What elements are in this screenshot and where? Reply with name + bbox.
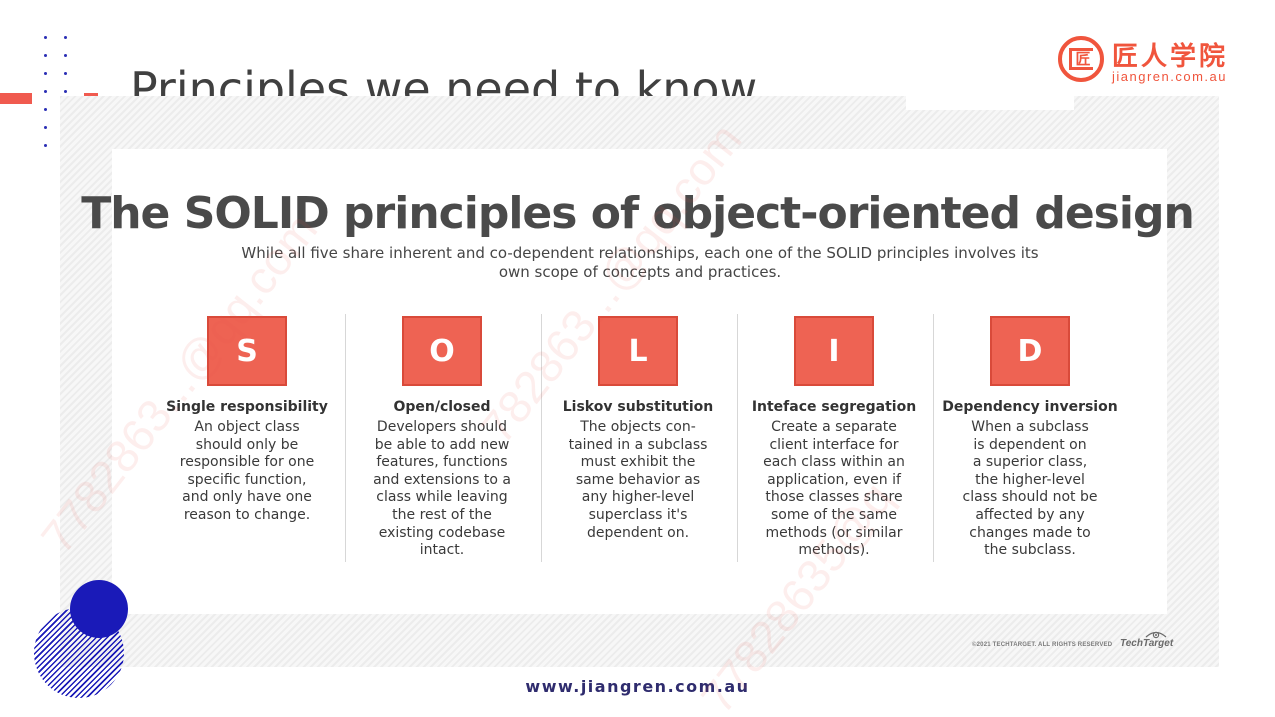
principle-description-line: affected by any	[975, 506, 1085, 523]
principle-description-line: is dependent on	[973, 436, 1087, 453]
decorative-dot	[44, 72, 47, 75]
principle-description-line: changes made to	[969, 524, 1091, 541]
column-divider	[933, 314, 934, 562]
brand-logo: 匠 匠人学院 jiangren.com.au	[1058, 36, 1253, 86]
principle-description-line: the rest of the	[392, 506, 492, 523]
frame-notch	[906, 96, 1074, 110]
principle-description-line: superclass it's	[588, 506, 688, 523]
principle-letter-box: I	[794, 316, 874, 386]
infographic-subtitle: While all five share inherent and co-dep…	[241, 244, 1039, 281]
publisher-logo: TechTarget	[1120, 638, 1174, 649]
column-divider	[345, 314, 346, 562]
principle-description-line: methods).	[798, 542, 870, 559]
principle-letter-box: S	[207, 316, 287, 386]
principle-description-line: be able to add new	[374, 436, 510, 453]
decorative-red-bar	[0, 93, 32, 104]
principle-description-line: features, functions	[376, 454, 508, 471]
principle-column: S Single responsibility An object class sho…	[149, 316, 345, 525]
principle-name: Single responsibility	[166, 399, 328, 415]
principle-column: L Liskov substitution The objects con-tain…	[540, 316, 736, 542]
principle-description-line: the higher-level	[975, 471, 1085, 488]
decorative-dot	[44, 36, 47, 39]
column-divider	[737, 314, 738, 562]
principle-description-line: class while leaving	[376, 489, 508, 506]
decorative-dot	[44, 54, 47, 57]
principle-description-line: An object class	[194, 419, 300, 435]
principle-name: Open/closed	[393, 399, 491, 415]
principle-description-line: the subclass.	[984, 542, 1076, 559]
principle-description: The objects con-tained in a subclass must…	[540, 419, 736, 542]
principle-description-line: dependent on.	[586, 524, 690, 541]
principle-description-line: tained in a subclass	[568, 436, 708, 453]
principle-column: D Dependency inversion When a subclass is d…	[932, 316, 1128, 560]
principle-description-line: Developers should	[376, 419, 508, 435]
principle-description: When a subclass is dependent on a superior…	[932, 419, 1128, 560]
principle-description-line: existing codebase	[378, 524, 506, 541]
decorative-blue-circle	[70, 580, 128, 638]
principle-description-line: Create a separate	[771, 419, 897, 435]
column-divider	[541, 314, 542, 562]
principle-description-line: responsible for one	[179, 454, 315, 471]
principle-description-line: those classes share	[765, 489, 903, 506]
decorative-dot	[64, 54, 67, 57]
decorative-dot	[64, 36, 67, 39]
principle-description-line: same behavior as	[575, 471, 701, 488]
principle-description-line: some of the same	[770, 506, 898, 523]
principle-name: Liskov substitution	[562, 399, 714, 415]
principle-description-line: reason to change.	[183, 506, 311, 523]
decorative-dot	[64, 72, 67, 75]
decorative-dot	[64, 90, 67, 93]
principle-description-line: specific function,	[187, 471, 307, 488]
principle-description: An object class should only be responsible…	[149, 419, 345, 525]
principle-description-line: and extensions to a	[373, 471, 511, 488]
principle-description-line: and only have one	[182, 489, 312, 506]
principle-description-line: any higher-level	[581, 489, 695, 506]
principle-column: I Inteface segregation Create a separate cl…	[736, 316, 932, 560]
brand-mark-icon: 匠	[1058, 36, 1104, 82]
principle-description-line: client interface for	[769, 436, 899, 453]
decorative-dot	[44, 126, 47, 129]
principle-description: Create a separate client interface for eac…	[736, 419, 932, 560]
principle-description-line: should only be	[195, 436, 299, 453]
techtarget-eye-icon	[1145, 631, 1167, 639]
principle-description-line: methods (or similar	[765, 524, 903, 541]
principle-description-line: class should not be	[962, 489, 1098, 506]
principle-description-line: intact.	[419, 542, 465, 559]
principle-letter-box: L	[598, 316, 678, 386]
decorative-dot	[44, 144, 47, 147]
principle-name: Inteface segregation	[751, 399, 917, 415]
principle-letter-box: D	[990, 316, 1070, 386]
principle-description-line: When a subclass	[971, 419, 1089, 435]
decorative-dot	[44, 108, 47, 111]
principle-description-line: application, even if	[767, 471, 901, 488]
copyright-notice: ©2021 TECHTARGET. ALL RIGHTS RESERVED	[972, 642, 1113, 648]
principle-column: O Open/closed Developers should be able to …	[344, 316, 540, 560]
principle-letter-box: O	[402, 316, 482, 386]
principle-description-line: each class within an	[763, 454, 905, 471]
infographic-heading: The SOLID principles of object-oriented …	[81, 188, 1195, 239]
principle-description-line: The objects con-	[580, 419, 696, 435]
principle-description-line: a superior class,	[972, 454, 1088, 471]
decorative-dot	[44, 90, 47, 93]
footer-url: www.jiangren.com.au	[525, 677, 750, 696]
brand-mark-glyph: 匠	[1069, 48, 1093, 70]
principle-name: Dependency inversion	[942, 399, 1118, 415]
principle-description-line: must exhibit the	[580, 454, 696, 471]
principle-description: Developers should be able to add new featu…	[344, 419, 540, 560]
brand-url: jiangren.com.au	[1112, 69, 1227, 84]
brand-name: 匠人学院	[1112, 42, 1229, 72]
